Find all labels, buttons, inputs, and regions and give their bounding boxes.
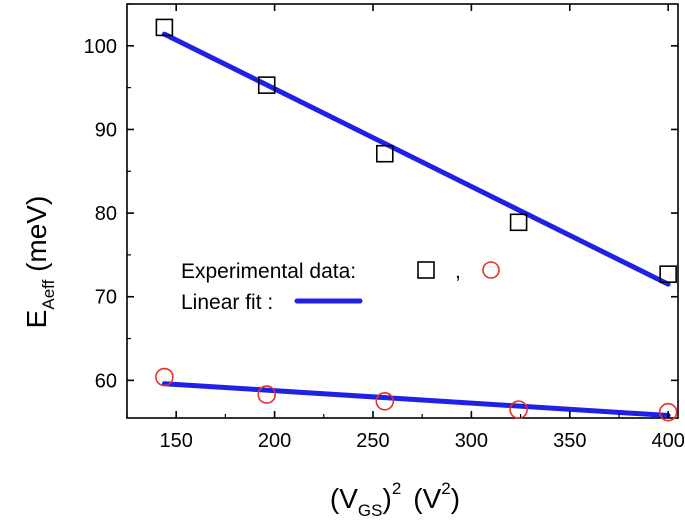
- x-axis-title-sup: 2: [392, 479, 401, 498]
- x-tick-label: 200: [258, 430, 291, 452]
- x-tick-label: 400: [651, 430, 684, 452]
- data-point-circle: [155, 367, 174, 387]
- x-axis-title-base: (V: [330, 483, 358, 514]
- data-point-circle: [257, 385, 277, 404]
- y-axis-title: EAeff (meV): [21, 196, 58, 329]
- fit-line-2: [161, 381, 671, 418]
- x-tick-label: 150: [160, 430, 193, 452]
- x-tick-label: 300: [455, 430, 488, 452]
- x-axis-unit-open: (V: [413, 483, 441, 514]
- legend-square-marker: [417, 261, 435, 279]
- x-tick-label: 350: [553, 430, 586, 452]
- x-axis-title-sub: GS: [358, 501, 383, 520]
- data-point-square: [257, 76, 276, 94]
- data-point-square: [509, 213, 528, 232]
- data-point-square: [375, 144, 394, 163]
- y-tick-label: 60: [95, 370, 117, 392]
- legend-experimental-label: Experimental data:: [181, 260, 356, 283]
- legend-circle-marker: [482, 261, 500, 279]
- data-point-circle: [375, 391, 395, 411]
- x-axis-title: (VGS)2 (V2): [330, 479, 460, 520]
- x-tick-label: 250: [356, 430, 389, 452]
- y-tick-label: 80: [95, 203, 117, 225]
- data-point-circle: [658, 402, 678, 422]
- y-tick-label: 90: [95, 119, 117, 141]
- legend: Experimental data: , Linear fit :: [181, 260, 500, 314]
- y-axis-title-sub: Aeff: [39, 279, 58, 309]
- x-axis-unit-close: ): [451, 483, 460, 514]
- data-point-circle: [509, 400, 528, 419]
- data-point-square: [659, 265, 677, 283]
- y-tick-label: 100: [84, 36, 117, 58]
- data-point-square: [155, 18, 174, 37]
- x-axis-title-close: ): [382, 483, 391, 514]
- y-axis-title-rest: (meV): [21, 196, 52, 280]
- y-tick-label: 70: [95, 287, 117, 309]
- y-axis-title-base: E: [21, 310, 52, 329]
- legend-fit-label: Linear fit :: [181, 291, 273, 314]
- x-axis-unit-sup: 2: [441, 479, 450, 498]
- legend-separator: ,: [455, 260, 461, 283]
- fit-line-1: [161, 31, 671, 287]
- plot-frame: [126, 3, 679, 419]
